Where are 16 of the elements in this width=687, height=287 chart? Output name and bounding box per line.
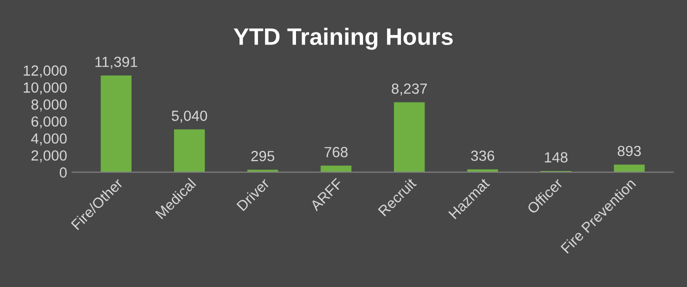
data-label: 148 (544, 152, 568, 163)
data-label: 8,237 (392, 84, 427, 96)
data-label: 893 (618, 146, 641, 156)
data-label: 5,040 (172, 110, 208, 123)
chart-title: YTD Training Hours (234, 28, 453, 50)
y-tick-label: 8,000 (31, 99, 67, 112)
y-tick-label: 12,000 (24, 65, 67, 78)
y-tick-label: 2,000 (32, 150, 67, 162)
y-tick-label: 4,000 (31, 133, 67, 146)
y-tick-label: 10,000 (24, 82, 67, 94)
data-label: 336 (471, 150, 494, 161)
data-label: 11,391 (95, 56, 138, 69)
data-label: 295 (251, 150, 274, 162)
y-tick-label: 6,000 (32, 116, 67, 128)
y-tick-label: 0 (60, 167, 67, 178)
data-label: 768 (324, 146, 348, 158)
